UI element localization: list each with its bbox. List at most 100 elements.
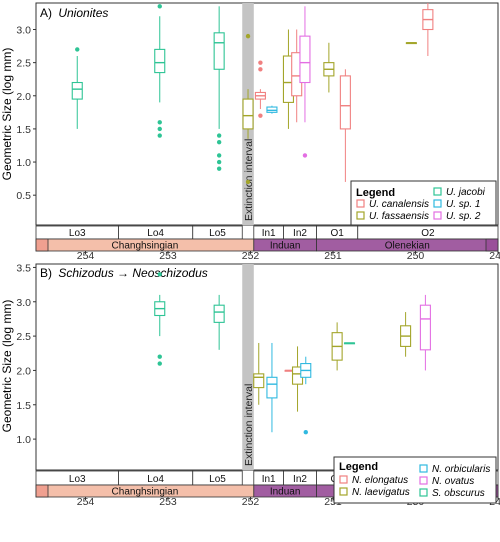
x-tick-label: 251 — [324, 250, 342, 262]
box-plot — [154, 272, 166, 366]
legend-label-u-jacobi: U. jacobi — [446, 187, 486, 198]
box-body — [253, 373, 265, 389]
legend-key-n-elongatus — [339, 475, 348, 484]
legend-item: U. fassaensis — [356, 211, 429, 222]
stage-label: Changhsingian — [112, 487, 179, 498]
box-plot — [299, 6, 311, 158]
panel-a-title-prefix: A) — [40, 6, 52, 20]
box-body — [213, 32, 225, 70]
y-tick-label: 0.5 — [16, 190, 31, 202]
x-tick-label: 254 — [77, 250, 95, 262]
panel-a-y-axis-label: Geometric Size (log mm) — [0, 48, 14, 181]
box-body — [339, 75, 351, 130]
legend-key-u-canalensis — [356, 199, 365, 208]
legend-label-n-elongatus: N. elongatus — [352, 475, 408, 486]
box-outlier — [157, 4, 162, 9]
legend-label-u-sp1: U. sp. 1 — [446, 199, 480, 210]
zone-label: Lo4 — [147, 474, 164, 485]
box-body — [71, 81, 83, 100]
box-body — [213, 304, 225, 323]
legend-key-n-laevigatus — [339, 487, 348, 496]
stage-label: Changhsingian — [112, 241, 179, 252]
y-tick-label: 1.0 — [16, 434, 31, 446]
panel-b-y-axis-label: Geometric Size (log mm) — [0, 300, 14, 433]
legend-key-n-ovatus — [419, 476, 428, 485]
box-outlier — [157, 126, 162, 132]
box-outlier — [157, 354, 162, 359]
stage-edge-right — [485, 238, 499, 252]
y-tick-label: 3.0 — [16, 25, 31, 37]
box-plot — [266, 342, 278, 433]
box-outlier — [258, 67, 263, 72]
box-plot — [71, 47, 83, 129]
legend-key-n-orbicularis — [419, 464, 428, 473]
legend-item: U. jacobi — [433, 187, 486, 198]
x-tick-label: 252 — [242, 250, 260, 262]
x-tick-label: 249 — [489, 250, 500, 262]
panel-b-plot-background — [35, 263, 499, 471]
panel-a-title: A) Unionites — [40, 6, 108, 20]
box-body — [419, 304, 431, 351]
panel-b-legend: Legend N. elongatus N. laevigatus N. orb… — [333, 456, 497, 504]
panel-b-legend-frame — [333, 456, 497, 504]
panel-b-title: B) Schizodus → Neoschizodus — [40, 266, 208, 280]
box-plot — [400, 312, 412, 357]
box-plot — [253, 342, 265, 405]
y-tick-label: 2.0 — [16, 91, 31, 103]
zone-label: Lo3 — [69, 228, 86, 239]
extinction-interval-label: Extinction interval — [243, 139, 255, 221]
box-plot — [213, 294, 225, 350]
stage-edge-left — [35, 238, 49, 252]
legend-key-u-sp1 — [433, 199, 442, 208]
zone-label: Lo5 — [209, 228, 226, 239]
legend-item: N. orbicularis — [419, 464, 490, 475]
box-outlier — [157, 133, 162, 138]
stage-edge-left — [35, 484, 49, 498]
x-tick-label: 250 — [407, 250, 425, 262]
extinction-interval-band — [242, 264, 254, 470]
box-outlier — [157, 361, 162, 366]
legend-key-s-obscurus — [419, 488, 428, 497]
zone-label: Lo3 — [69, 474, 86, 485]
y-tick-label: 2.5 — [16, 58, 31, 70]
panel-a-legend-title: Legend — [356, 187, 395, 199]
y-tick-label: 3.5 — [16, 262, 31, 274]
zone-label: O2 — [421, 228, 435, 239]
box-plot — [213, 6, 225, 171]
x-tick-label: 253 — [159, 250, 177, 262]
box-plot — [242, 33, 254, 185]
legend-label-u-fassaensis: U. fassaensis — [369, 211, 429, 222]
legend-item: S. obscurus — [419, 488, 485, 499]
y-tick-label: 2.5 — [16, 331, 31, 343]
legend-label-u-canalensis: U. canalensis — [369, 199, 429, 210]
box-plot — [154, 4, 166, 138]
box-outlier — [157, 272, 162, 277]
legend-item: N. ovatus — [419, 476, 474, 487]
zone-label: Lo4 — [147, 228, 164, 239]
x-tick-label: 252 — [242, 496, 260, 508]
box-outlier — [303, 430, 308, 435]
y-tick-label: 3.0 — [16, 297, 31, 309]
legend-label-n-ovatus: N. ovatus — [432, 476, 474, 487]
box-outlier — [157, 120, 162, 125]
box-outlier — [258, 60, 263, 65]
panel-b: B) Schizodus → Neoschizodus Geometric Si… — [0, 262, 500, 508]
box-outlier — [216, 153, 222, 158]
box-plot — [422, 3, 434, 57]
zone-label: In1 — [262, 228, 276, 239]
panel-a: A) Unionites Geometric Size (log mm) 0.5… — [0, 2, 500, 262]
panel-a-legend: Legend U. canalensis U. fassaensis U. ja… — [350, 180, 497, 226]
box-outlier — [245, 179, 251, 185]
box-body — [242, 98, 254, 130]
panel-a-legend-frame — [350, 180, 497, 226]
stage-label: Olenekian — [385, 241, 430, 252]
box-outlier — [216, 159, 222, 165]
zone-label: O1 — [330, 228, 344, 239]
box-plot — [419, 294, 431, 371]
box-plot — [300, 356, 312, 435]
y-tick-label: 1.0 — [16, 157, 31, 169]
legend-item: U. sp. 1 — [433, 199, 480, 210]
zone-label: In1 — [262, 474, 276, 485]
zone-label: In2 — [293, 474, 307, 485]
